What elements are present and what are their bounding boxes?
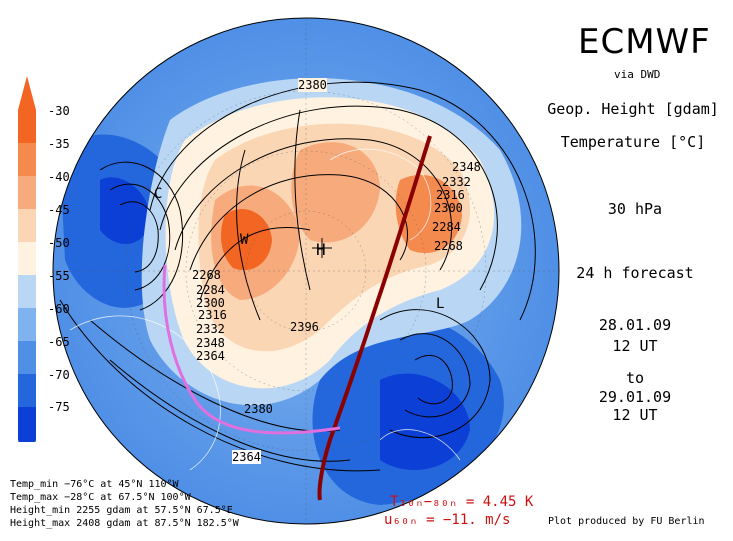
contour-label: 2268 [192, 268, 221, 282]
contour-label: 2284 [196, 283, 225, 297]
colorbar-label: -45 [48, 203, 70, 217]
wave-line [317, 135, 432, 501]
colorbar-label: -75 [48, 400, 70, 414]
colorbar-swatch [18, 275, 36, 308]
colorbar-swatch [18, 374, 36, 407]
source-label: via DWD [614, 68, 661, 81]
contour-label: 2380 [244, 402, 273, 416]
colorbar-label: -65 [48, 335, 70, 349]
contour-label: 2332 [196, 322, 225, 336]
colorbar-swatch [18, 407, 36, 440]
colorbar-swatch [18, 341, 36, 374]
colorbar-label: -40 [48, 170, 70, 184]
colorbar-label: -60 [48, 302, 70, 316]
tdiff-label: T₃₀ₙ−₈₀ₙ = 4.45 K [390, 494, 534, 510]
colorbar-swatch [18, 308, 36, 341]
colorbar-top-arrow [18, 76, 36, 110]
contour-label: 2348 [196, 336, 225, 350]
colorbar-label: -35 [48, 137, 70, 151]
colorbar-swatch [18, 209, 36, 242]
pink-line [162, 264, 341, 435]
high-marker: H [316, 240, 326, 259]
map-border [52, 17, 560, 525]
colorbar-swatch [18, 143, 36, 176]
contour-label: 2268 [434, 239, 463, 253]
level-label: 30 hPa [607, 200, 663, 218]
init-time: 12 UT [612, 337, 658, 355]
forecast-label: 24 h forecast [576, 264, 694, 282]
field2-label: Temperature [°C] [560, 133, 706, 151]
colorbar [18, 76, 36, 442]
contour-label: 2364 [232, 450, 261, 464]
contour-label: 2332 [442, 175, 471, 189]
uwind-label: u₆₀ₙ = −11. m/s [384, 512, 511, 528]
contour-label: 2300 [434, 201, 463, 215]
contour-label: 2348 [452, 160, 481, 174]
contour-label: 2316 [198, 308, 227, 322]
field1-label: Geop. Height [gdam] [547, 100, 719, 118]
contour-label: 2316 [436, 188, 465, 202]
valid-date: 29.01.09 [598, 388, 672, 406]
contour-label: 2364 [196, 349, 225, 363]
cold-marker: C [154, 186, 163, 202]
colorbar-label: -70 [48, 368, 70, 382]
colorbar-swatch [18, 176, 36, 209]
temp-max-stat: Temp_max −28°C at 67.5°N 100°W [10, 492, 191, 503]
model-title: ECMWF [578, 22, 711, 62]
contour-label: 2300 [196, 296, 225, 310]
colorbar-label: -30 [48, 104, 70, 118]
colorbar-swatch [18, 242, 36, 275]
colorbar-swatch [18, 110, 36, 143]
contour-label: 2380 [298, 78, 327, 92]
colorbar-label: -50 [48, 236, 70, 250]
colorbar-label: -55 [48, 269, 70, 283]
contour-label: 2284 [432, 220, 461, 234]
valid-time: 12 UT [612, 406, 658, 424]
low-marker: L [436, 296, 445, 312]
colorbar-bottom-arrow [18, 440, 36, 442]
contour-label: 2396 [290, 320, 319, 334]
height-max-stat: Height_max 2408 gdam at 87.5°N 182.5°W [10, 518, 239, 529]
warm-marker: W [240, 232, 249, 248]
to-label: to [625, 369, 645, 387]
temp-min-stat: Temp_min −76°C at 45°N 110°W [10, 479, 179, 490]
height-min-stat: Height_min 2255 gdam at 57.5°N 67.5°E [10, 505, 233, 516]
init-date: 28.01.09 [598, 316, 672, 334]
credit-label: Plot produced by FU Berlin [548, 516, 705, 527]
